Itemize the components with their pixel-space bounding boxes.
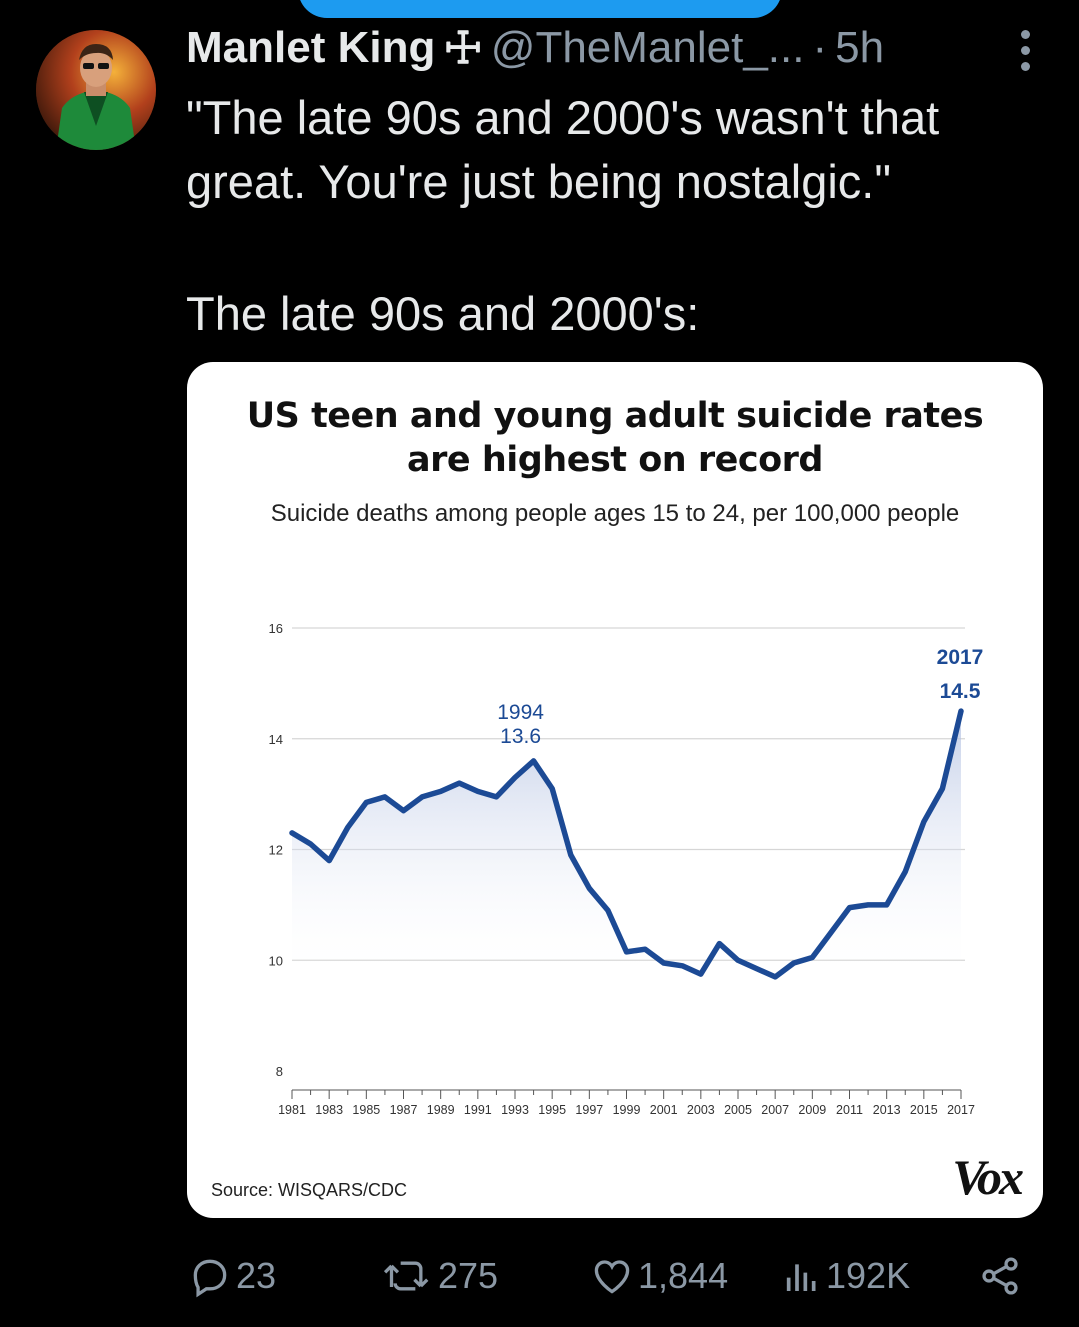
x-tick-label-1985: 1985 [352,1103,380,1117]
reply-button[interactable]: 23 [188,1246,276,1306]
repost-button[interactable]: 275 [382,1246,498,1306]
chart-card[interactable]: US teen and young adult suicide rates ar… [187,362,1043,1218]
y-tick-label-12: 12 [269,843,283,858]
x-tick-label-2017: 2017 [947,1103,975,1117]
x-tick-label-1997: 1997 [575,1103,603,1117]
share-button[interactable] [978,1246,1022,1306]
like-icon [594,1260,630,1294]
repost-count: 275 [438,1255,499,1296]
x-tick-label-2003: 2003 [687,1103,715,1117]
annotation-2017-value: 14.5 [940,680,981,703]
y-tick-label-14: 14 [269,732,283,747]
tweet-header: Manlet King ☩ @TheManlet_... · 5h [186,20,1039,76]
x-tick-label-2013: 2013 [873,1103,901,1117]
timestamp[interactable]: 5h [835,23,885,72]
vox-logo: Vox [952,1149,1024,1205]
x-tick-label-1999: 1999 [613,1103,641,1117]
views-icon [786,1264,816,1291]
tweet-text-quote: "The late 90s and 2000's wasn't that gre… [186,91,940,208]
x-tick-label-1991: 1991 [464,1103,492,1117]
author-badge: ☩ [443,23,483,73]
x-tick-label-1981: 1981 [278,1103,306,1117]
separator: · [812,23,828,72]
y-tick-label-16: 16 [269,621,283,636]
x-tick-label-2015: 2015 [910,1103,938,1117]
chart-title: US teen and young adult suicide rates ar… [187,394,1043,482]
views-count: 192K [826,1255,911,1296]
chart-subtitle: Suicide deaths among people ages 15 to 2… [270,500,960,527]
x-tick-label-1989: 1989 [427,1103,455,1117]
tweet-text: "The late 90s and 2000's wasn't that gre… [186,86,1056,346]
new-posts-pill[interactable] [298,0,782,18]
x-tick-label-2011: 2011 [836,1103,863,1117]
annotation-1994-value: 13.6 [500,725,541,748]
tweet-text-caption: The late 90s and 2000's: [186,287,700,340]
share-icon [982,1257,1018,1295]
like-button[interactable]: 1,844 [590,1246,728,1306]
reply-icon [193,1259,227,1298]
x-tick-label-2005: 2005 [724,1103,752,1117]
avatar[interactable] [36,30,156,150]
author-handle[interactable]: @TheManlet_... [490,23,805,72]
reply-count: 23 [236,1255,277,1296]
y-tick-label-10: 10 [269,953,283,968]
views-button[interactable]: 192K [782,1246,910,1306]
chart-source: Source: WISQARS/CDC [211,1180,408,1200]
author-name[interactable]: Manlet King [186,23,436,72]
x-tick-label-1993: 1993 [501,1103,529,1117]
series-area [292,711,961,983]
annotation-1994-year: 1994 [497,701,544,724]
chart-title-line2: are highest on record [407,440,823,480]
more-icon[interactable] [1021,30,1031,71]
x-tick-label-2009: 2009 [798,1103,826,1117]
like-count: 1,844 [638,1255,729,1296]
y-tick-label-8: 8 [276,1064,283,1079]
line-chart: 8 10 12 14 16 1981 1983 1985 1987 1989 1991 1993 199… [269,621,984,1117]
x-tick-label-1987: 1987 [390,1103,418,1117]
x-tick-label-1995: 1995 [538,1103,566,1117]
x-tick-label-2001: 2001 [650,1103,678,1117]
annotation-2017-year: 2017 [937,646,984,669]
chart-title-line1: US teen and young adult suicide rates [246,396,984,436]
repost-icon [383,1261,429,1291]
x-tick-label-1983: 1983 [315,1103,343,1117]
action-bar: 23 275 1,844 192K [186,1246,1036,1306]
x-tick-label-2007: 2007 [761,1103,789,1117]
